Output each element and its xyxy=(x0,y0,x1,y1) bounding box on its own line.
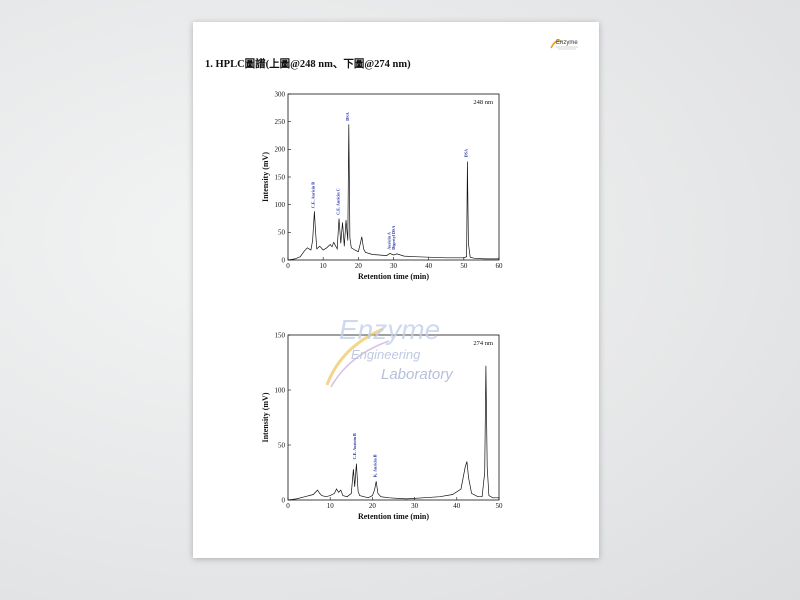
logo-text: Enzyme xyxy=(556,40,578,46)
y-tick-label: 50 xyxy=(278,441,286,449)
x-tick-label: 30 xyxy=(411,502,419,510)
x-tick-label: 10 xyxy=(320,262,328,270)
x-tick-label: 50 xyxy=(496,502,504,510)
y-tick-label: 300 xyxy=(275,90,286,98)
chromatogram-trace xyxy=(287,365,499,501)
y-tick-label: 150 xyxy=(275,331,286,339)
y-tick-label: 100 xyxy=(275,386,286,394)
x-tick-label: 20 xyxy=(369,502,377,510)
section-heading: 1. HPLC圖譜(上圖@248 nm、下圖@274 nm) xyxy=(205,59,411,70)
chromatogram-trace xyxy=(287,124,499,261)
y-axis-label: Intensity (mV) xyxy=(261,152,270,202)
peak-label: C.E. Auricin B xyxy=(311,182,316,208)
lab-logo-icon: Enzyme xyxy=(550,40,578,50)
peak-label: C.E. Auricin C xyxy=(335,188,340,215)
y-tick-label: 150 xyxy=(275,173,286,181)
wavelength-annotation: 248 nm xyxy=(473,99,493,106)
x-tick-label: 30 xyxy=(390,262,398,270)
plot-frame xyxy=(287,334,500,501)
x-axis-label: Retention time (min) xyxy=(358,512,429,521)
chromatogram-248nm: 0 10 20 30 40 50 60 0 50 100 150 200 250 300 Retention… xyxy=(261,90,504,281)
x-axis-label: Retention time (min) xyxy=(358,272,429,281)
peak-label: C.E. Auricin B xyxy=(352,433,357,459)
x-tick-label: 10 xyxy=(327,502,335,510)
x-tick-label: 0 xyxy=(286,262,290,270)
y-tick-label: 100 xyxy=(275,201,286,209)
y-tick-label: 0 xyxy=(282,256,286,264)
x-tick-label: 40 xyxy=(425,262,433,270)
peak-label: DSA xyxy=(345,112,350,120)
wavelength-annotation: 274 nm xyxy=(473,340,493,347)
peak-label: DSA xyxy=(463,149,468,157)
y-tick-label: 250 xyxy=(275,118,286,126)
y-tick-label: 50 xyxy=(278,229,286,237)
x-tick-label: 0 xyxy=(286,502,290,510)
peak-label: K. Auricin B xyxy=(373,454,378,477)
document-page: 1. HPLC圖譜(上圖@248 nm、下圖@274 nm) Enzyme 0 1… xyxy=(193,22,599,558)
peak-label: Digcetyl DSA xyxy=(391,226,396,250)
x-tick-label: 60 xyxy=(496,262,504,270)
y-tick-label: 0 xyxy=(282,496,286,504)
x-tick-label: 20 xyxy=(355,262,363,270)
chromatogram-274nm: 0 10 20 30 40 50 0 50 100 150 Retention time (min)… xyxy=(261,331,504,521)
y-axis-label: Intensity (mV) xyxy=(261,392,270,442)
x-tick-label: 40 xyxy=(453,502,461,510)
peak-label: Auricin A xyxy=(387,232,392,250)
x-tick-label: 50 xyxy=(460,262,468,270)
y-tick-label: 200 xyxy=(275,146,286,154)
